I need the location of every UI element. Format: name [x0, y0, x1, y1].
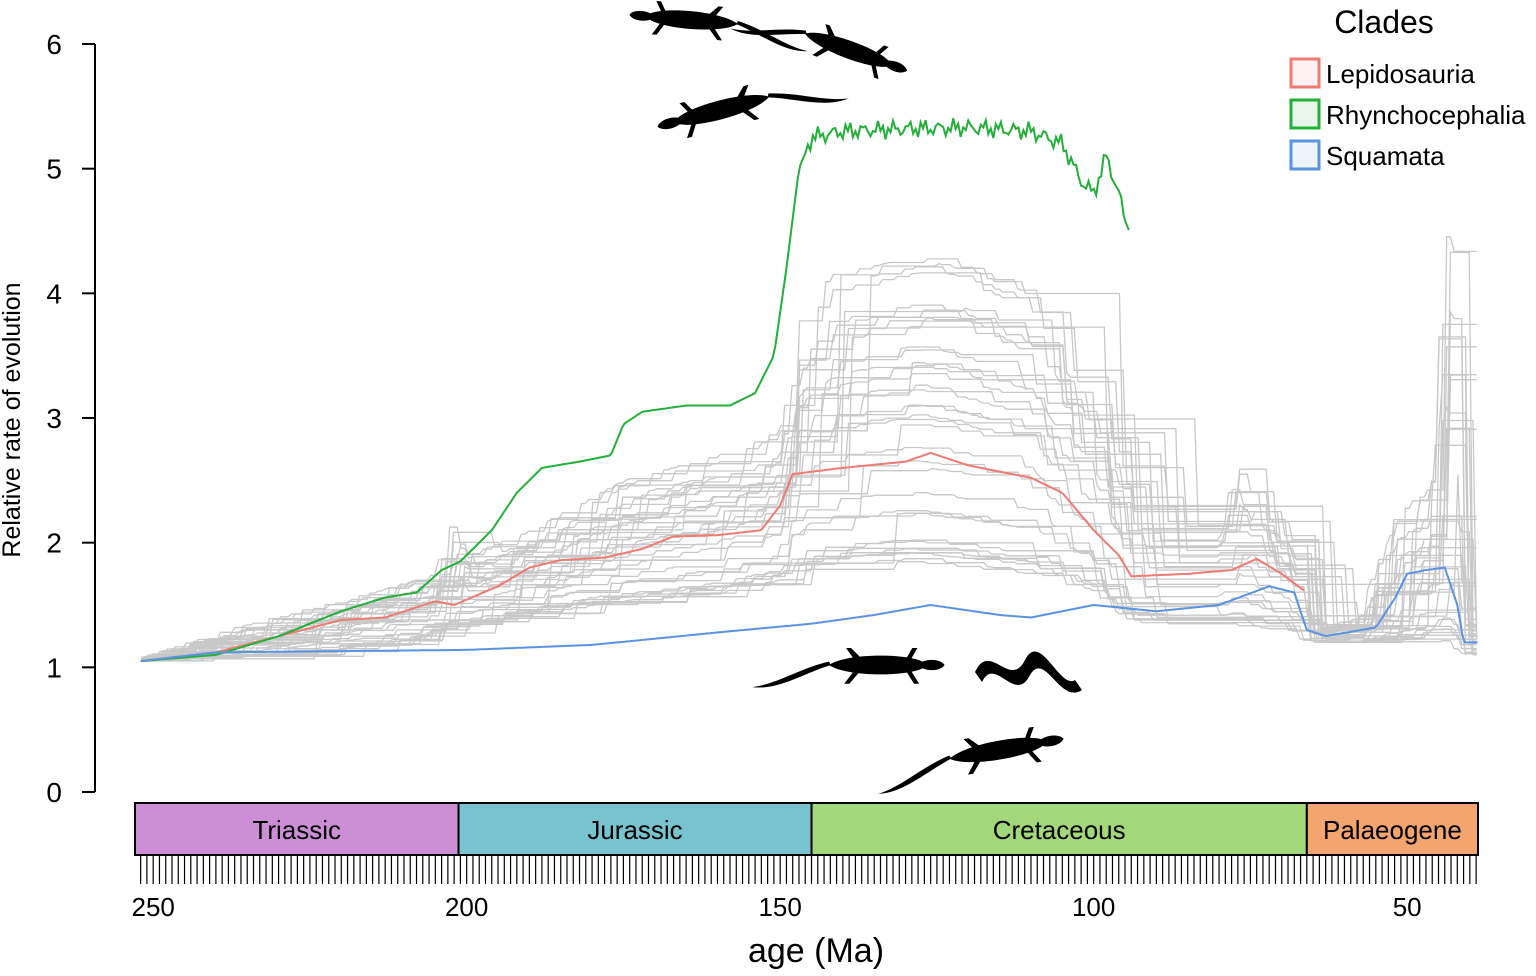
reptile-silhouette: [629, 0, 808, 52]
tail-shape: [752, 661, 831, 688]
x-axis-label: age (Ma): [748, 932, 884, 970]
replicate-line: [141, 307, 1477, 659]
tail-shape: [878, 755, 952, 794]
replicate-line: [141, 540, 1477, 662]
replicate-line: [141, 510, 1477, 662]
replicate-line: [141, 316, 1477, 659]
replicate-line: [141, 460, 1477, 661]
reptile-silhouette: [730, 24, 908, 80]
replicate-line: [141, 320, 1477, 659]
legs-shape: [679, 84, 760, 139]
x-tick-label: 250: [131, 892, 174, 922]
series-line-squamata: [140, 566, 1478, 663]
legend-label-squamata: Squamata: [1326, 141, 1445, 171]
replicate-line: [141, 491, 1477, 661]
series-line-lepidosauria: [140, 451, 1305, 663]
tail-shape: [767, 93, 849, 103]
body-shape: [629, 10, 738, 30]
snake-silhouette: [975, 651, 1082, 693]
legend-label-rhynchocephalia: Rhynchocephalia: [1326, 100, 1526, 130]
replicate-line: [141, 446, 1477, 661]
period-label: Jurassic: [587, 815, 682, 845]
legend-title: Clades: [1334, 4, 1434, 40]
replicate-line: [141, 552, 1477, 662]
y-tick-label: 0: [46, 777, 62, 808]
body-shape: [949, 735, 1064, 763]
replicate-line: [141, 414, 1477, 660]
legend-swatch: [1289, 98, 1321, 130]
replicate-line: [141, 263, 1477, 658]
legend-swatch: [1289, 57, 1321, 89]
period-triassic: [134, 802, 460, 856]
replicate-line: [141, 258, 1478, 658]
legend-swatch: [1289, 139, 1321, 171]
replicate-line: [141, 326, 1477, 659]
reptile-silhouette: [878, 726, 1064, 794]
legs-shape: [963, 726, 1042, 775]
series-lines: [140, 116, 1478, 663]
y-tick-label: 2: [46, 528, 62, 559]
silhouettes: [629, 0, 1082, 794]
y-tick-label: 3: [46, 403, 62, 434]
y-axis-label: Relative rate of evolution: [0, 282, 26, 557]
reptile-silhouette: [657, 84, 849, 139]
x-tick-label: 50: [1393, 892, 1422, 922]
period-jurassic: [457, 802, 813, 856]
y-axis: 0 1 2 3 4 5 6: [46, 29, 96, 808]
tail-shape: [736, 20, 808, 52]
y-tick-label: 6: [46, 29, 62, 60]
x-axis: 250 200 150 100 50: [131, 855, 1477, 922]
period-bar: Triassic Jurassic Cretaceous Palaeogene: [134, 802, 1480, 856]
legs-shape: [844, 648, 920, 684]
y-tick-label: 5: [46, 154, 62, 185]
x-tick-label: 100: [1072, 892, 1115, 922]
legs-shape: [651, 0, 724, 41]
body-shape: [657, 95, 770, 130]
period-label: Cretaceous: [993, 815, 1126, 845]
x-tick-label: 150: [758, 892, 801, 922]
body-shape: [829, 655, 945, 675]
period-palaeogene: [1305, 802, 1480, 856]
replicate-line: [141, 309, 1477, 659]
period-cretaceous: [810, 802, 1308, 856]
y-tick-label: 4: [46, 278, 62, 309]
legend: Clades Lepidosauria Rhynchocephalia Squama…: [1289, 4, 1526, 171]
replicate-line: [141, 236, 1477, 658]
legend-label-lepidosauria: Lepidosauria: [1326, 59, 1475, 89]
series-line-rhynchocephalia: [140, 116, 1130, 663]
period-label: Triassic: [252, 815, 341, 845]
replicate-lines: [141, 236, 1478, 662]
reptile-silhouette: [752, 648, 945, 688]
body-shape: [804, 32, 908, 73]
period-label: Palaeogene: [1323, 815, 1462, 845]
tail-shape: [730, 28, 807, 36]
y-tick-label: 1: [46, 652, 62, 683]
x-tick-label: 200: [445, 892, 488, 922]
